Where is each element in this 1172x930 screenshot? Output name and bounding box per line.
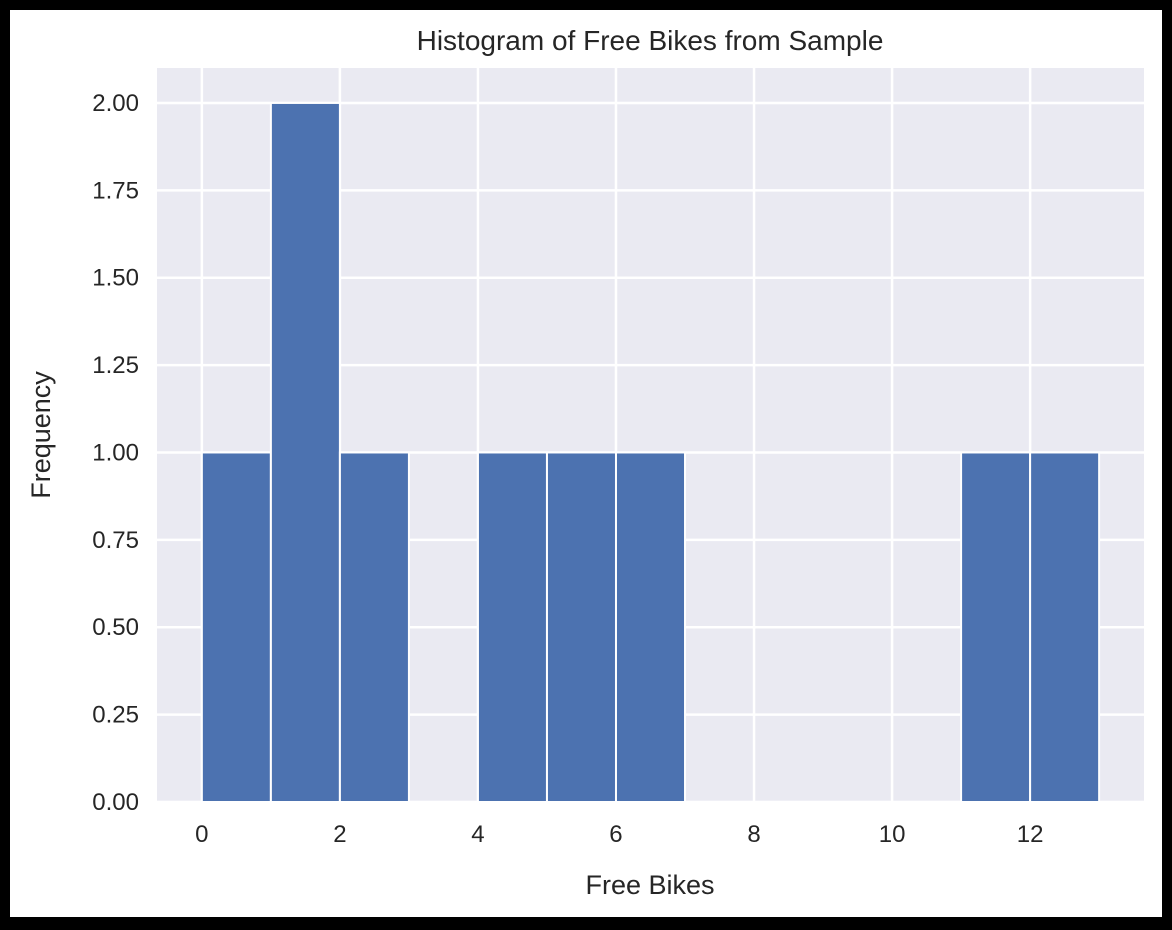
x-tick-label: 4 (471, 821, 484, 848)
histogram-bar (200, 451, 272, 803)
histogram-bar (614, 451, 687, 803)
y-tick-label: 1.00 (92, 439, 139, 466)
y-tick-label: 1.25 (92, 352, 139, 379)
y-tick-label: 1.75 (92, 177, 139, 204)
histogram-bars (200, 101, 1101, 803)
histogram-bar (476, 451, 548, 803)
histogram-bar (1029, 451, 1101, 803)
histogram-chart: 0 2 4 6 8 10 12 0.00 0.25 0.50 0.75 1.00 1.25 1.50 1.… (26, 25, 1144, 900)
histogram-bar (338, 451, 410, 803)
y-tick-label: 0.75 (92, 527, 139, 554)
histogram-bar (269, 101, 341, 803)
y-tick-label: 0.00 (92, 789, 139, 816)
x-axis-label: Free Bikes (585, 870, 714, 900)
figure-canvas: 0 2 4 6 8 10 12 0.00 0.25 0.50 0.75 1.00 1.25 1.50 1.… (10, 10, 1162, 917)
x-tick-label: 2 (333, 821, 346, 848)
y-tick-labels: 0.00 0.25 0.50 0.75 1.00 1.25 1.50 1.75 2.00 (92, 90, 139, 816)
y-tick-label: 2.00 (92, 90, 139, 117)
histogram-bar (545, 451, 617, 803)
y-tick-label: 0.50 (92, 614, 139, 641)
x-tick-label: 10 (879, 821, 906, 848)
x-tick-label: 0 (195, 821, 208, 848)
x-tick-label: 6 (609, 821, 622, 848)
x-tick-label: 12 (1017, 821, 1044, 848)
y-tick-label: 1.50 (92, 265, 139, 292)
y-axis-label: Frequency (26, 371, 56, 499)
x-tick-label: 8 (747, 821, 760, 848)
x-tick-labels: 0 2 4 6 8 10 12 (195, 821, 1043, 848)
histogram-bar (960, 451, 1032, 803)
chart-title: Histogram of Free Bikes from Sample (417, 25, 884, 56)
y-tick-label: 0.25 (92, 702, 139, 729)
